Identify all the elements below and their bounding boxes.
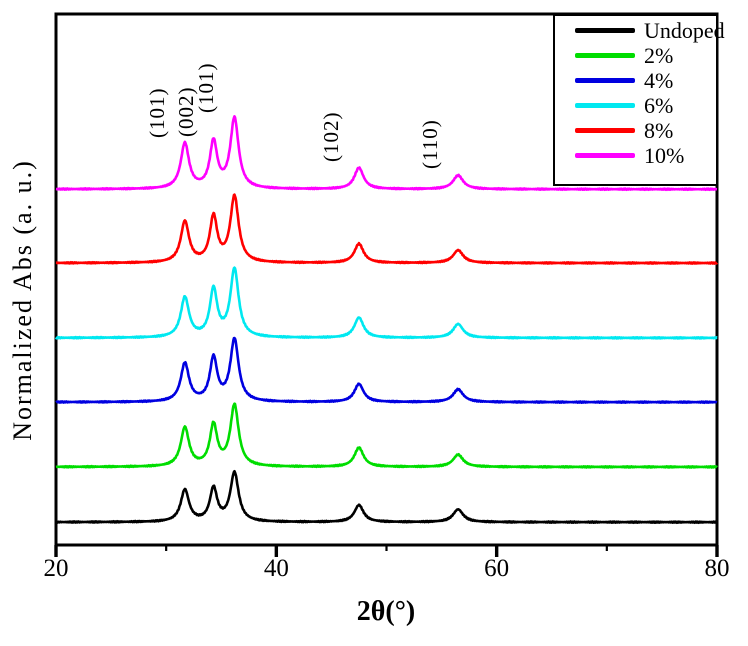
curve-6- (54, 266, 718, 340)
peak-label-101: (101) (194, 62, 219, 114)
curve-10- (55, 115, 718, 192)
legend-label: 2% (644, 42, 674, 68)
legend-item-4-: 4% (555, 68, 716, 93)
x-tick-label-80: 80 (704, 555, 730, 582)
legend-item-10-: 10% (555, 143, 716, 168)
legend-swatch-icon (575, 78, 635, 83)
legend-label: Undoped (644, 17, 725, 43)
legend-swatch-icon (575, 153, 635, 158)
x-axis-title: 2θ(°) (356, 596, 416, 627)
curve-2- (55, 402, 718, 469)
peak-label-110: (110) (418, 119, 443, 170)
x-tick-label-20: 20 (43, 555, 69, 582)
legend-item-2-: 2% (555, 43, 716, 68)
legend-item-6-: 6% (555, 93, 716, 118)
curve-8- (55, 193, 719, 265)
y-axis-title: Normalized Abs (a. u.) (8, 159, 37, 441)
peak-label-101: (101) (144, 87, 169, 139)
curve-undoped (54, 469, 718, 525)
legend-label: 10% (644, 142, 685, 168)
legend-swatch-icon (575, 28, 635, 33)
legend-item-undoped: Undoped (555, 18, 725, 43)
x-tick-label-60: 60 (484, 555, 510, 582)
legend-item-8-: 8% (555, 118, 716, 143)
peak-label-102: (102) (318, 111, 343, 162)
x-tick-label-40: 40 (263, 555, 289, 582)
legend-label: 6% (644, 92, 674, 118)
legend-swatch-icon (575, 53, 635, 58)
legend-label: 4% (644, 67, 674, 93)
curve-4- (55, 336, 718, 405)
legend-swatch-icon (575, 128, 635, 133)
legend-swatch-icon (575, 103, 635, 108)
legend-label: 8% (644, 117, 674, 143)
legend: Undoped 2% 4% 6% 8% 10% (553, 14, 725, 186)
